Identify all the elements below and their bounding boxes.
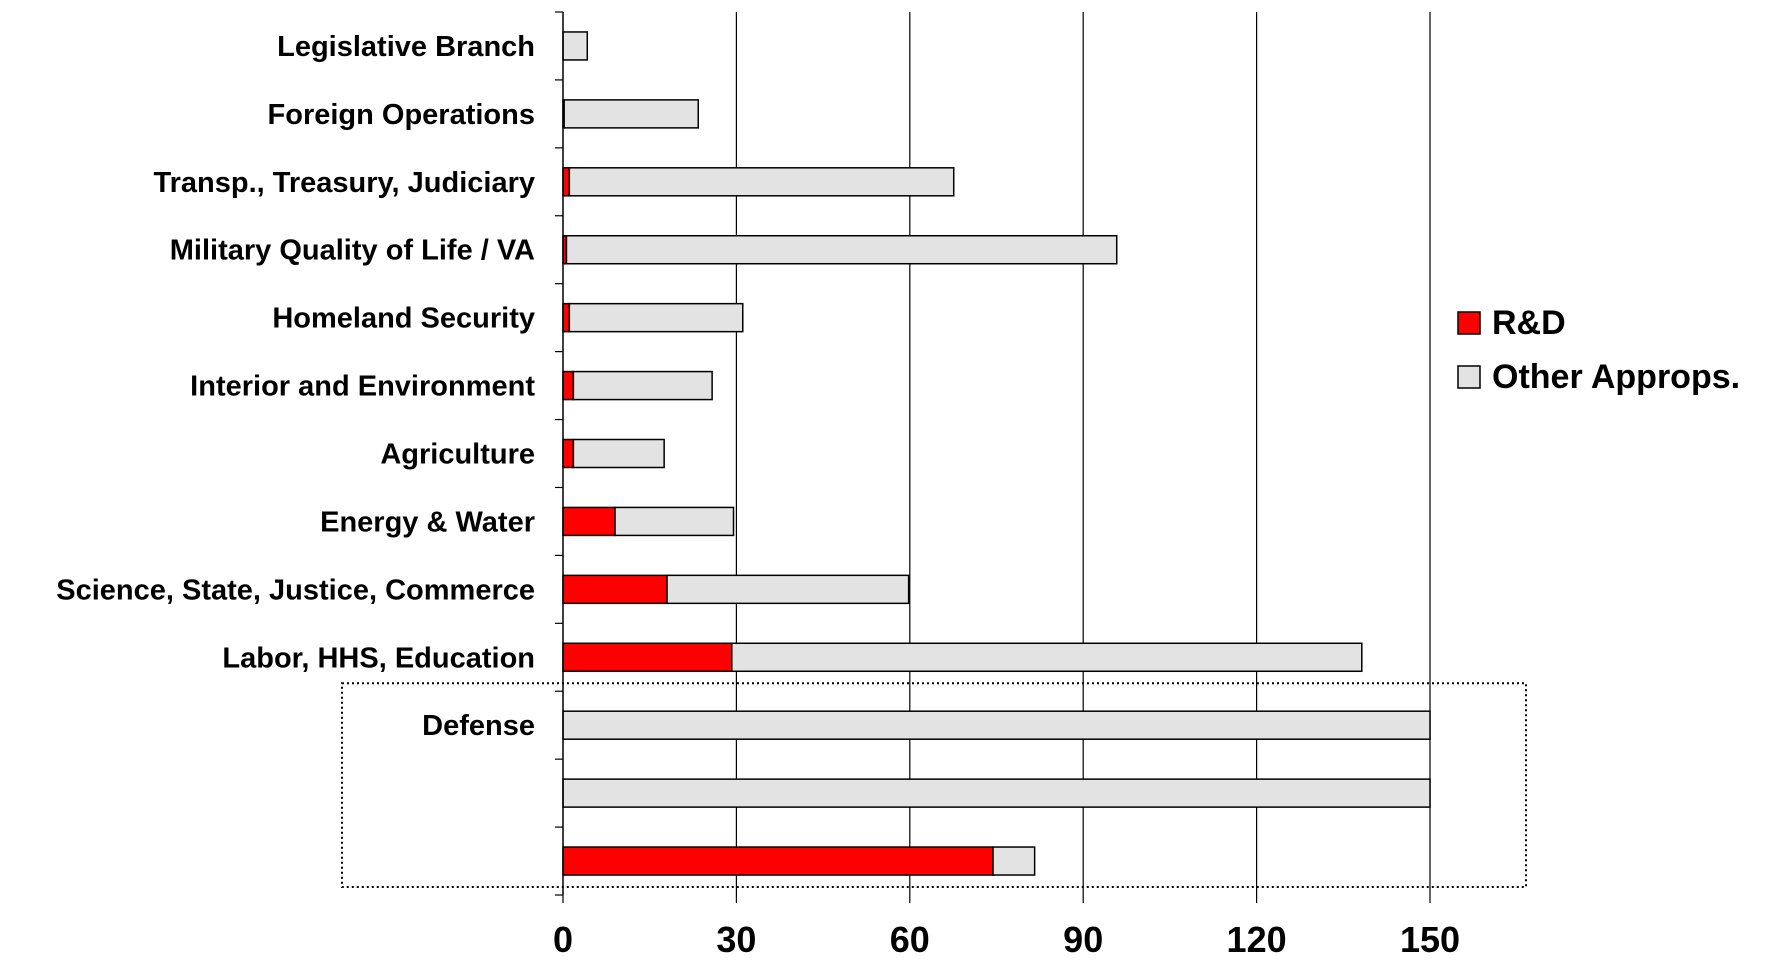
category-labels: Legislative Branch Foreign Operations Tran… [56,31,535,742]
category-label: Energy & Water [320,506,535,538]
rd-bar [562,642,733,673]
defense-highlight-box [341,682,1527,888]
other-approps-bar [614,506,735,537]
highlight-box [341,682,1527,888]
category-label: Interior and Environment [190,371,535,403]
legend-label-other: Other Approps. [1492,358,1740,396]
other-approps-bar [565,234,1118,265]
other-approps-bar [992,846,1036,876]
other-approps-bar [562,710,1431,740]
category-label: Legislative Branch [277,31,535,63]
other-approps-bar [562,31,589,61]
rd-bar [562,846,994,876]
x-tick-label: 0 [553,919,573,960]
legend-swatch-other [1457,365,1481,389]
x-tick-label: 60 [890,919,930,960]
other-approps-bar [666,574,910,605]
other-approps-bar [568,302,744,333]
other-approps-bar [563,99,700,129]
x-tick-label: 150 [1400,919,1460,960]
rd-bar [562,370,575,401]
category-label: Agriculture [380,439,535,471]
x-tick-label: 120 [1227,919,1287,960]
rd-bar [562,506,616,537]
rd-bar [562,167,571,197]
other-approps-bar [731,642,1363,673]
x-tick-labels: 0 30 60 90 120 150 [553,919,1460,960]
bars [562,31,1431,876]
other-approps-bar [572,370,713,401]
other-approps-bar [572,438,665,469]
axes [555,11,1431,903]
rd-bar [562,574,668,605]
legend-label-rd: R&D [1492,304,1566,342]
rd-bar [562,302,571,333]
category-label: Homeland Security [272,303,535,335]
rd-bar [562,438,575,469]
category-label: Science, State, Justice, Commerce [56,574,535,606]
category-label: Defense [422,710,535,742]
legend-swatch-rd [1457,311,1481,335]
category-label: Military Quality of Life / VA [170,235,535,267]
grid-lines [735,12,1431,895]
x-tick-label: 90 [1063,919,1103,960]
category-label: Transp., Treasury, Judiciary [154,167,535,199]
x-tick-label: 30 [716,919,756,960]
category-label: Labor, HHS, Education [222,642,535,674]
legend: R&D Other Approps. [1457,304,1740,396]
other-approps-bar [568,167,955,197]
other-approps-bar [562,778,1431,808]
category-label: Foreign Operations [268,99,535,131]
